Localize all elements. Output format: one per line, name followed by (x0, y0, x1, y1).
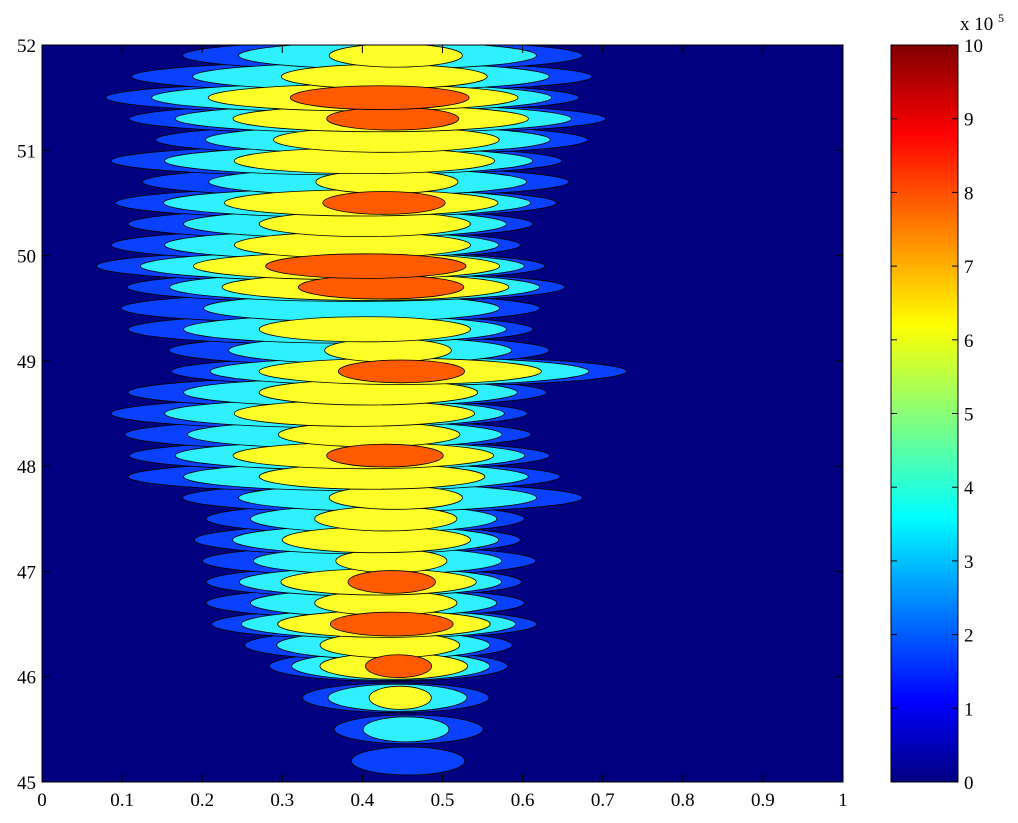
colorbar-tick-label: 1 (964, 699, 974, 720)
x-tick-label: 0 (37, 790, 47, 811)
y-tick-label: 48 (17, 457, 36, 478)
x-tick-label: 0.3 (270, 790, 294, 811)
y-tick-label: 50 (17, 247, 36, 268)
colorbar-tick-label: 6 (964, 331, 974, 352)
x-tick-label: 0.8 (671, 790, 695, 811)
colorbar-tick-label: 10 (964, 36, 983, 57)
colorbar-tick-label: 0 (964, 773, 974, 794)
x-tick-label: 0.4 (351, 790, 375, 811)
x-tick-label: 0.5 (431, 790, 455, 811)
contour-band (326, 443, 444, 468)
contour-band (365, 654, 432, 678)
colorbar-multiplier: x 10 5 (960, 11, 1004, 35)
x-tick-label: 0.7 (591, 790, 615, 811)
x-tick-label: 0.9 (751, 790, 775, 811)
contour-band (328, 485, 463, 510)
colorbar-tick-label: 4 (964, 478, 974, 499)
contour-band (314, 506, 458, 532)
contour-band (280, 64, 488, 90)
colorbar: 0 1 2 3 4 5 6 7 8 9 10 x 10 5 (890, 11, 1004, 794)
y-tick-label: 45 (17, 773, 36, 794)
contour-band (289, 85, 470, 110)
plot-area: 0 0.1 0.2 0.3 0.4 0.5 0.6 0.7 0.8 0.9 1 45 46 47 48 49… (17, 36, 848, 811)
contour-band (326, 106, 460, 131)
contour-band (362, 716, 450, 743)
contour-band (297, 274, 465, 300)
colorbar-tick-label: 2 (964, 626, 974, 647)
y-axis: 45 46 47 48 49 50 51 52 (17, 36, 843, 794)
colorbar-gradient (890, 44, 959, 783)
contour-band (324, 338, 452, 363)
contour-band (265, 253, 467, 279)
y-tick-label: 46 (17, 668, 36, 689)
x-tick-label: 0.2 (190, 790, 214, 811)
x-tick-label: 0.6 (511, 790, 535, 811)
colorbar-tick-label: 3 (964, 552, 974, 573)
colorbar-ticks: 0 1 2 3 4 5 6 7 8 9 10 (891, 36, 983, 794)
contour-band (347, 570, 436, 594)
y-tick-label: 47 (17, 562, 36, 583)
colorbar-tick-label: 7 (964, 257, 974, 278)
contour-band (322, 191, 446, 215)
contour-layers (96, 45, 627, 776)
colorbar-tick-label: 5 (964, 405, 974, 426)
contour-band (258, 316, 471, 343)
contour-band (368, 685, 432, 710)
y-tick-label: 51 (17, 141, 36, 162)
x-axis: 0 0.1 0.2 0.3 0.4 0.5 0.6 0.7 0.8 0.9 1 (37, 45, 848, 811)
colorbar-multiplier-exponent: 5 (998, 11, 1004, 25)
contour-band (337, 359, 466, 384)
y-tick-label: 52 (17, 36, 36, 57)
x-tick-label: 1 (838, 790, 848, 811)
contour-band (329, 611, 454, 637)
x-tick-label: 0.1 (110, 790, 134, 811)
y-tick-label: 49 (17, 352, 36, 373)
colorbar-multiplier-base: x 10 (960, 14, 993, 35)
colorbar-tick-label: 8 (964, 183, 974, 204)
contour-band (351, 746, 466, 776)
contour-level-4 (265, 85, 470, 678)
colorbar-tick-label: 9 (964, 110, 974, 131)
